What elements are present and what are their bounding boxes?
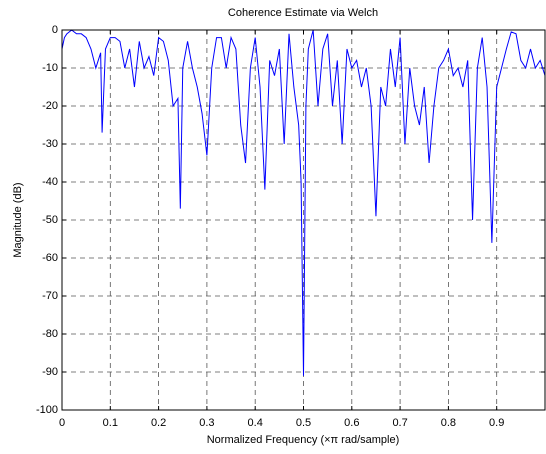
- y-tick-label: -90: [42, 366, 58, 378]
- y-tick-label: -50: [42, 214, 58, 226]
- x-tick-label: 0.9: [489, 417, 504, 429]
- x-axis-label: Normalized Frequency (×π rad/sample): [207, 434, 400, 446]
- x-tick-label: 0.2: [151, 417, 166, 429]
- x-tick-label: 0.8: [441, 417, 456, 429]
- y-tick-label: 0: [52, 24, 58, 36]
- axes-box: [61, 29, 546, 411]
- x-tick-label: 0.5: [296, 417, 311, 429]
- x-tick-label: 0.3: [199, 417, 214, 429]
- x-tick-label: 0.1: [103, 417, 118, 429]
- x-tick-label: 0.4: [248, 417, 263, 429]
- x-tick-label: 0.7: [392, 417, 407, 429]
- x-tick-label: 0.6: [344, 417, 359, 429]
- data-line: [61, 29, 546, 376]
- y-tick-label: -60: [42, 252, 58, 264]
- y-tick-label: -40: [42, 176, 58, 188]
- y-tick-label: -70: [42, 290, 58, 302]
- chart-title: Coherence Estimate via Welch: [228, 7, 378, 19]
- x-tick-label: 0: [59, 417, 65, 429]
- y-tick-label: -100: [36, 404, 58, 416]
- y-tick-label: -30: [42, 138, 58, 150]
- y-tick-label: -20: [42, 100, 58, 112]
- y-axis-label: Magnitude (dB): [12, 182, 24, 257]
- y-tick-label: -80: [42, 328, 58, 340]
- y-tick-label: -10: [42, 62, 58, 74]
